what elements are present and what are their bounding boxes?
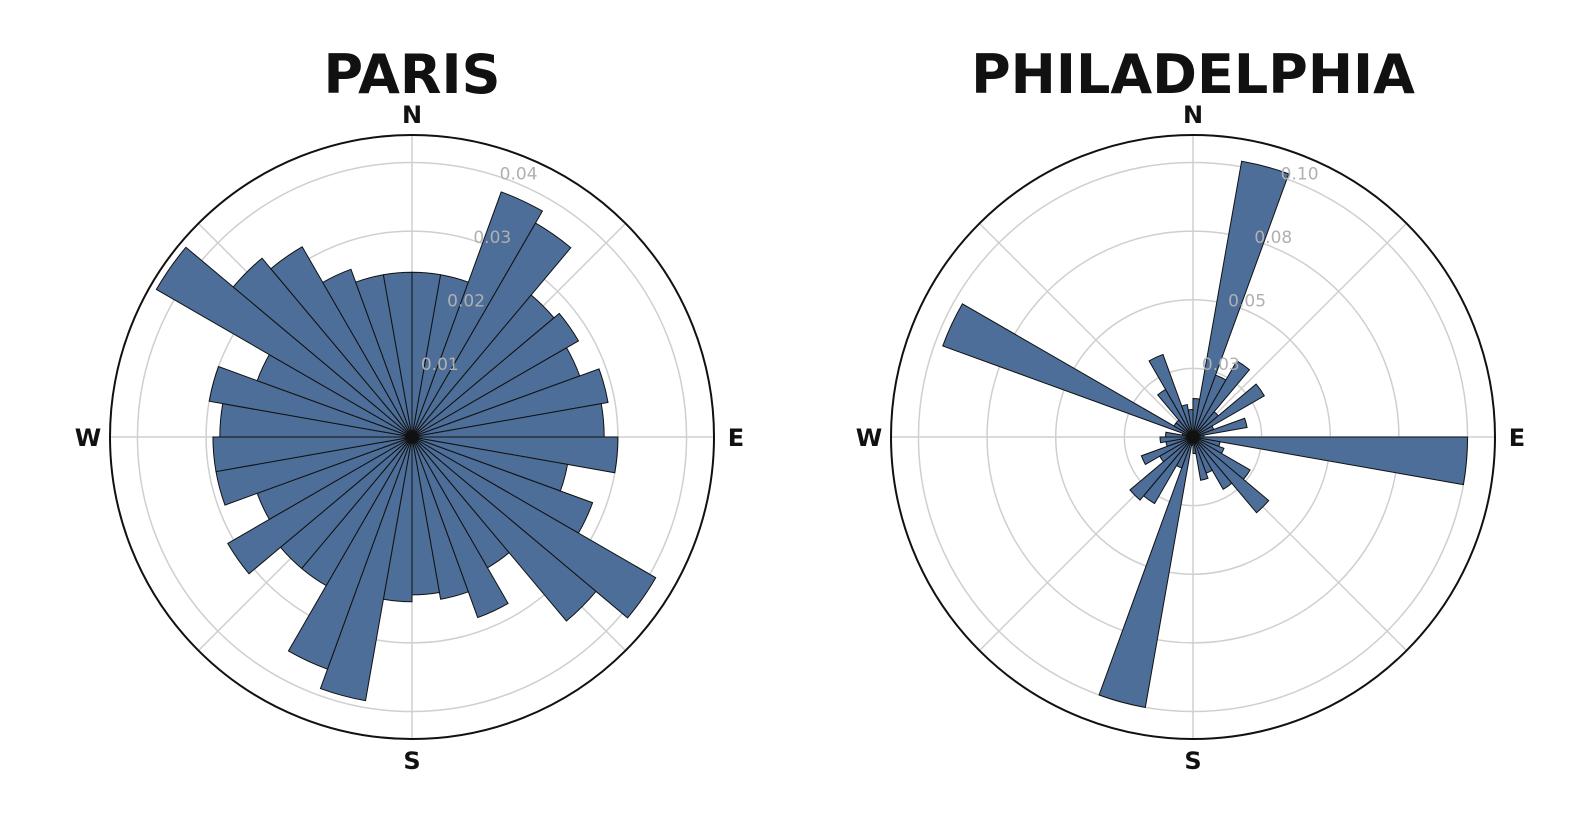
radial-tick-label: 0.03 [473,228,511,248]
wind-bar [287,436,413,670]
wind-bar [1159,436,1194,444]
compass-label-s: S [403,747,420,775]
radial-tick-label: 0.01 [421,355,459,375]
compass-label-w: W [75,424,101,452]
wind-bar [319,436,413,702]
wind-bar [212,436,413,473]
polar-frame [890,134,1496,740]
wind-bar [942,303,1194,438]
chart-philadelphia: PHILADELPHIA 0.03 0.05 0.08 0.10 N E S W [856,43,1525,775]
wind-bar [1192,436,1469,486]
wind-bar [1192,360,1251,438]
wind-bar [411,436,469,600]
radial-tick-label: 0.08 [1254,228,1292,248]
wind-bar [1140,436,1194,466]
wind-bar [1192,436,1233,490]
wind-bar [1098,436,1194,708]
compass-label-s: S [1184,747,1201,775]
wind-bar [1192,160,1290,438]
center-hub [1187,431,1199,443]
wind-bar [208,365,413,438]
wind-bar [1192,383,1266,438]
polar-frame [109,134,715,740]
radial-tick-label: 0.05 [1228,292,1266,312]
wind-bar [1181,403,1194,438]
center-hub [406,431,418,443]
wind-bar [411,436,597,622]
wind-bar [322,268,413,438]
wind-bar [1129,436,1194,501]
compass-label-n: N [402,101,422,129]
wind-bar [411,312,580,438]
wind-bar [1187,409,1194,438]
compass-label-w: W [856,424,882,452]
wind-bar [155,246,413,438]
compass-label-n: N [1183,101,1203,129]
grid-spoke [978,222,1194,438]
wind-bar [411,436,509,619]
wind-bar [227,436,413,575]
grid-spoke [1192,222,1408,438]
radial-tick-label: 0.03 [1202,355,1240,375]
wind-bar [1192,436,1270,514]
chart-title: PHILADELPHIA [971,43,1415,106]
radial-tick-label: 0.04 [500,165,538,185]
wind-bar [411,222,572,438]
wind-bar [411,368,609,438]
wind-bar [411,436,657,619]
compass-label-e: E [1509,424,1525,452]
compass-label-e: E [728,424,744,452]
wind-bar [1192,436,1209,481]
wind-bar [232,257,413,438]
chart-paris: PARIS 0.01 0.02 0.03 0.04 N E S W [75,43,744,775]
wind-bar [411,191,544,438]
wind-bar [270,246,413,438]
chart-title: PARIS [324,43,501,106]
wind-bar [1148,353,1194,438]
radial-tick-label: 0.10 [1281,165,1319,185]
wind-bar [382,271,413,438]
radial-tick-label: 0.02 [447,292,485,312]
wind-bar [1192,417,1248,438]
